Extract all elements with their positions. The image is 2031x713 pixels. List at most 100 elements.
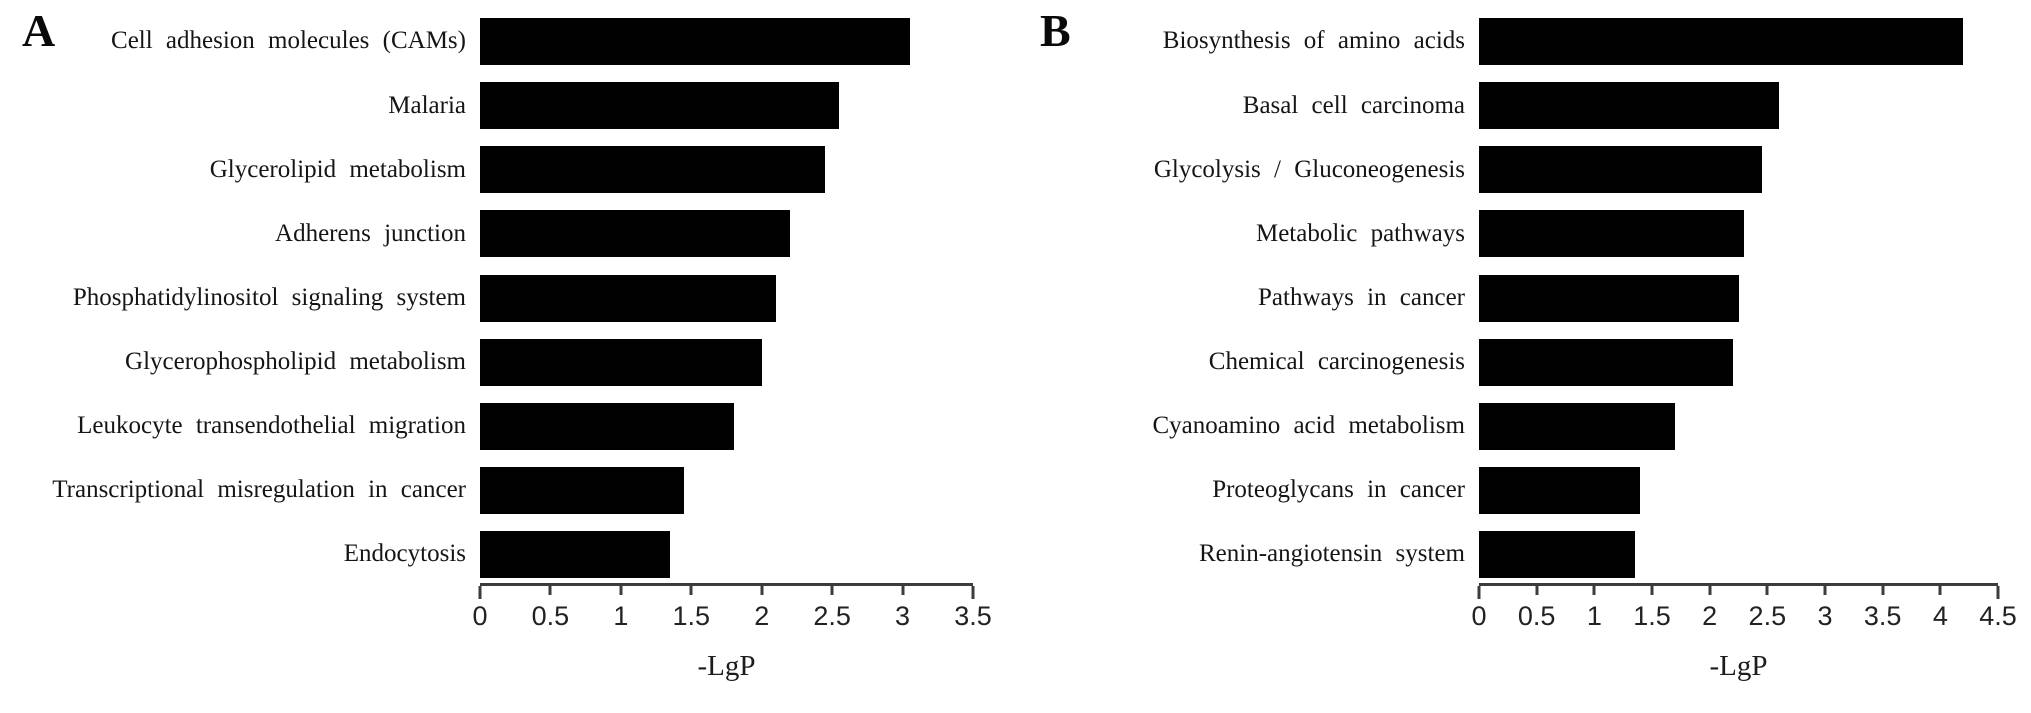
bar <box>1479 82 1779 130</box>
category-label: Glycerolipid metabolism <box>209 155 466 183</box>
axis-tick <box>1592 586 1596 595</box>
axis-tick <box>1823 586 1827 595</box>
bar <box>1479 466 1641 514</box>
bar-track <box>480 402 973 450</box>
axis-tick <box>1708 586 1712 595</box>
axis-tick <box>1765 586 1769 595</box>
category-label: Transcriptional misregulation in cancer <box>52 476 466 504</box>
panel-a-letter: A <box>22 5 56 56</box>
axis-tick-label: 0 <box>1471 601 1487 631</box>
bar-track <box>1479 466 1998 514</box>
axis-tick <box>1650 586 1654 595</box>
category-label: Glycolysis / Gluconeogenesis <box>1153 155 1465 183</box>
bar-row: Leukocyte transendothelial migration <box>0 402 973 450</box>
bar-track <box>1479 274 1998 322</box>
bar-row: Renin-angiotensin system <box>1016 531 1998 578</box>
bar-row: Transcriptional misregulation in cancer <box>0 466 973 514</box>
bar-row: Pathways in cancer <box>1016 274 1998 322</box>
panel-a-x-axis: 0 0.5 1 1.5 2 2.5 3 3.5 <box>472 583 992 643</box>
axis-tick-label: 3.5 <box>954 601 992 631</box>
bar-track <box>1479 402 1998 450</box>
category-label: Basal cell carcinoma <box>1242 91 1465 119</box>
axis-tick <box>1996 586 2000 599</box>
axis-tick-label: 1.5 <box>1633 601 1671 631</box>
panel-a-bar-rows: Cell adhesion molecules (CAMs) Malaria Gly… <box>0 18 973 578</box>
bar-row: Glycolysis / Gluconeogenesis <box>1016 146 1998 194</box>
axis-tick-label: 2.5 <box>1748 601 1787 631</box>
panel-b: B Biosynthesis of amino acids Basal cell … <box>1016 0 2031 713</box>
axis-tick <box>1881 586 1885 595</box>
axis-tick <box>548 586 552 595</box>
bar-track <box>480 531 973 578</box>
bar-track <box>480 18 973 65</box>
axis-tick <box>1535 586 1539 595</box>
axis-tick-label: 3 <box>895 601 911 631</box>
category-label: Cell adhesion molecules (CAMs) <box>111 27 466 55</box>
category-label: Chemical carcinogenesis <box>1208 348 1465 375</box>
axis-tick <box>1938 586 1942 595</box>
bar <box>1479 531 1635 578</box>
axis-tick <box>619 586 623 595</box>
bar-track <box>480 146 973 194</box>
axis-tick <box>1477 586 1481 599</box>
bar <box>1479 338 1733 386</box>
bar-row: Chemical carcinogenesis <box>1016 338 1998 386</box>
bar <box>480 146 826 194</box>
bar <box>1479 18 1964 65</box>
category-label: Adherens junction <box>275 219 466 247</box>
axis-tick-label: 4.5 <box>1979 601 2017 631</box>
axis-tick <box>689 586 693 595</box>
bar-track <box>1479 146 1998 194</box>
bar-row: Adherens junction <box>0 210 973 258</box>
axis-tick-label: 1 <box>613 601 629 631</box>
bar <box>480 274 776 322</box>
bar-track <box>480 82 973 130</box>
axis-tick-label: 0.5 <box>1517 601 1556 631</box>
bar <box>1479 402 1676 450</box>
category-label: Renin-angiotensin system <box>1199 540 1465 568</box>
category-label: Metabolic pathways <box>1255 219 1465 247</box>
bar-track <box>1479 18 1998 65</box>
bar <box>480 82 840 130</box>
panel-a-axis-line <box>480 583 973 586</box>
axis-tick-label: 0.5 <box>531 601 570 631</box>
axis-tick <box>971 586 975 599</box>
axis-tick-label: 4 <box>1932 601 1948 631</box>
category-label: Cyanoamino acid metabolism <box>1152 412 1465 440</box>
category-label: Proteoglycans in cancer <box>1212 476 1465 504</box>
panel-a-x-axis-title: -LgP <box>697 650 756 682</box>
bar-track <box>480 274 973 322</box>
bar-track <box>1479 338 1998 386</box>
bar-track <box>1479 82 1998 130</box>
panel-b-letter: B <box>1040 5 1071 56</box>
bar-track <box>1479 531 1998 578</box>
axis-tick-label: 0 <box>472 601 488 631</box>
bar-row: Malaria <box>0 82 973 130</box>
bar <box>480 210 790 258</box>
bar <box>480 18 910 65</box>
panel-b-bar-rows: Biosynthesis of amino acids Basal cell ca… <box>1016 18 1998 578</box>
bar-row: Metabolic pathways <box>1016 210 1998 258</box>
bar-row: Basal cell carcinoma <box>1016 82 1998 130</box>
axis-tick-label: 3.5 <box>1863 601 1902 631</box>
bar-row: Proteoglycans in cancer <box>1016 466 1998 514</box>
bar-row: Endocytosis <box>0 531 973 578</box>
axis-tick-label: 3 <box>1817 601 1833 631</box>
bar <box>480 531 671 578</box>
panel-b-x-axis: 0 0.5 1 1.5 2 2.5 3 3.5 4 4.5 <box>1471 583 2017 643</box>
category-label: Leukocyte transendothelial migration <box>77 412 466 440</box>
panel-b-axis-line <box>1479 583 1998 586</box>
bar <box>1479 274 1739 322</box>
category-label: Glycerophospholipid metabolism <box>125 348 466 375</box>
axis-tick-label: 1 <box>1586 601 1602 631</box>
bar-row: Biosynthesis of amino acids <box>1016 18 1998 65</box>
bar-track <box>480 466 973 514</box>
bar-row: Cyanoamino acid metabolism <box>1016 402 1998 450</box>
bar-row: Phosphatidylinositol signaling system <box>0 274 973 322</box>
category-label: Malaria <box>388 91 466 119</box>
category-label: Endocytosis <box>343 540 466 568</box>
bar-track <box>480 338 973 386</box>
category-label: Biosynthesis of amino acids <box>1162 27 1465 55</box>
bar-track <box>1479 210 1998 258</box>
